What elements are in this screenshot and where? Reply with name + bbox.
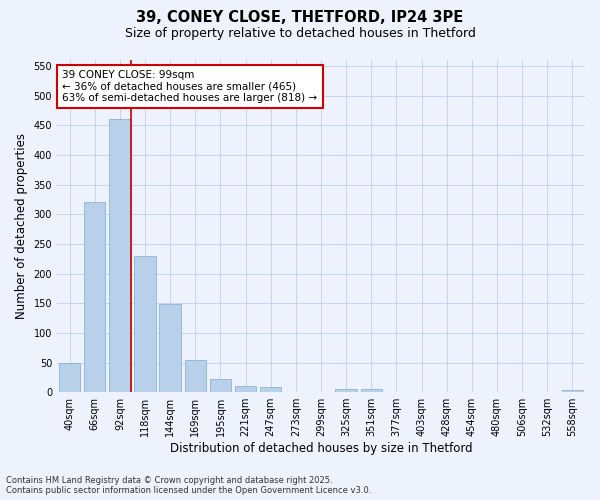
Text: Size of property relative to detached houses in Thetford: Size of property relative to detached ho…: [125, 28, 475, 40]
Bar: [59, 362, 80, 392]
Bar: [134, 256, 156, 392]
Bar: [109, 120, 131, 392]
Bar: [160, 304, 181, 392]
Y-axis label: Number of detached properties: Number of detached properties: [15, 133, 28, 319]
Bar: [235, 386, 256, 392]
Text: 39, CONEY CLOSE, THETFORD, IP24 3PE: 39, CONEY CLOSE, THETFORD, IP24 3PE: [136, 10, 464, 25]
Bar: [260, 388, 281, 392]
Text: Contains HM Land Registry data © Crown copyright and database right 2025.
Contai: Contains HM Land Registry data © Crown c…: [6, 476, 371, 495]
Bar: [185, 360, 206, 392]
Bar: [562, 390, 583, 392]
Bar: [210, 379, 231, 392]
Text: 39 CONEY CLOSE: 99sqm
← 36% of detached houses are smaller (465)
63% of semi-det: 39 CONEY CLOSE: 99sqm ← 36% of detached …: [62, 70, 317, 103]
Bar: [361, 389, 382, 392]
Bar: [84, 202, 106, 392]
Bar: [335, 389, 357, 392]
X-axis label: Distribution of detached houses by size in Thetford: Distribution of detached houses by size …: [170, 442, 472, 455]
